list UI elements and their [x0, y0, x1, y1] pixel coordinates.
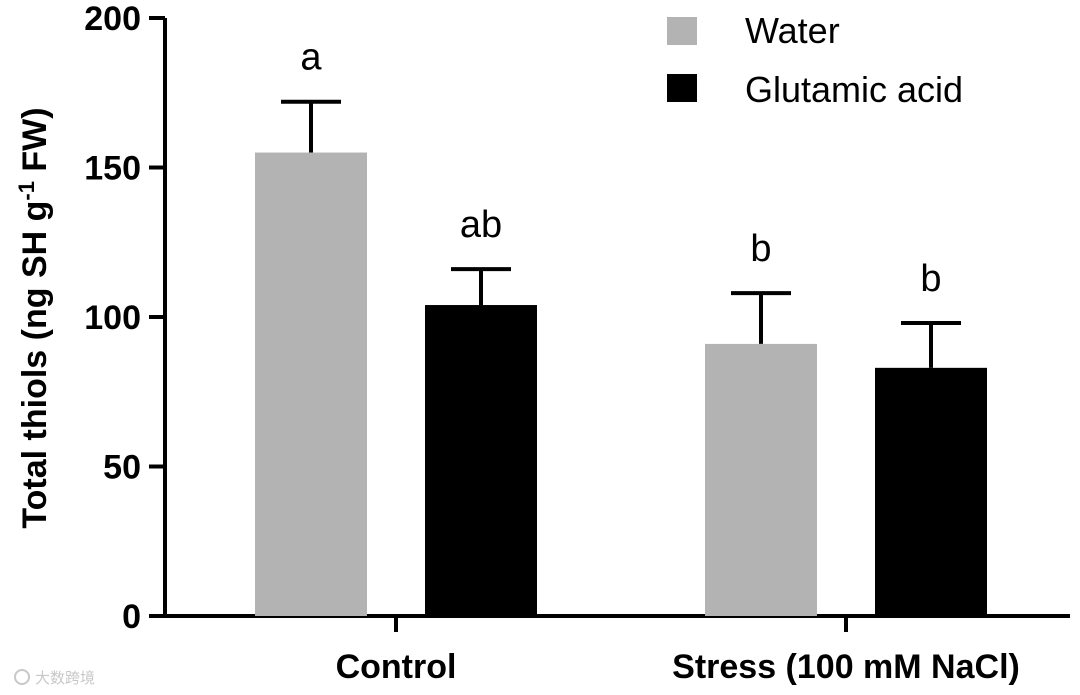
y-axis-label: Total thiols (ng SH g-1 FW): [14, 107, 55, 528]
y-tick-label: 150: [84, 150, 141, 188]
watermark-text: 大数跨境: [35, 669, 95, 687]
legend-label-glutamic-acid: Glutamic acid: [745, 69, 963, 110]
y-tick-label: 200: [84, 0, 141, 38]
y-ticks: 0 50 100 150 200: [84, 0, 165, 636]
legend-swatch-water: [667, 17, 697, 45]
bar-glutamic-acid-control: [425, 305, 537, 616]
watermark-logo-icon: [14, 669, 30, 685]
legend-label-water: Water: [745, 10, 840, 51]
watermark: 大数跨境: [14, 669, 95, 687]
legend-swatch-glutamic-acid: [667, 74, 697, 102]
significance-letter-water-stress: b: [750, 228, 771, 270]
significance-letter-water-control: a: [300, 37, 322, 79]
category-label-stress: Stress (100 mM NaCl): [672, 648, 1020, 686]
x-ticks: Control Stress (100 mM NaCl): [336, 616, 1020, 686]
bar-water-control: [255, 152, 367, 617]
bar-glutamic-acid-stress: [875, 367, 987, 616]
y-axis-label-superscript: -1: [14, 181, 39, 201]
y-axis-label-main: Total thiols (ng SH g: [16, 201, 54, 529]
y-tick-label: 0: [122, 598, 141, 636]
significance-letter-glutamic-acid-control: ab: [460, 204, 502, 246]
significance-letter-glutamic-acid-stress: b: [920, 258, 941, 300]
category-label-control: Control: [336, 648, 457, 686]
legend: Water Glutamic acid: [667, 10, 963, 110]
y-tick-label: 50: [103, 449, 141, 487]
y-tick-label: 100: [84, 299, 141, 337]
y-axis-label-suffix: FW): [16, 107, 54, 181]
bar-water-stress: [705, 343, 817, 616]
